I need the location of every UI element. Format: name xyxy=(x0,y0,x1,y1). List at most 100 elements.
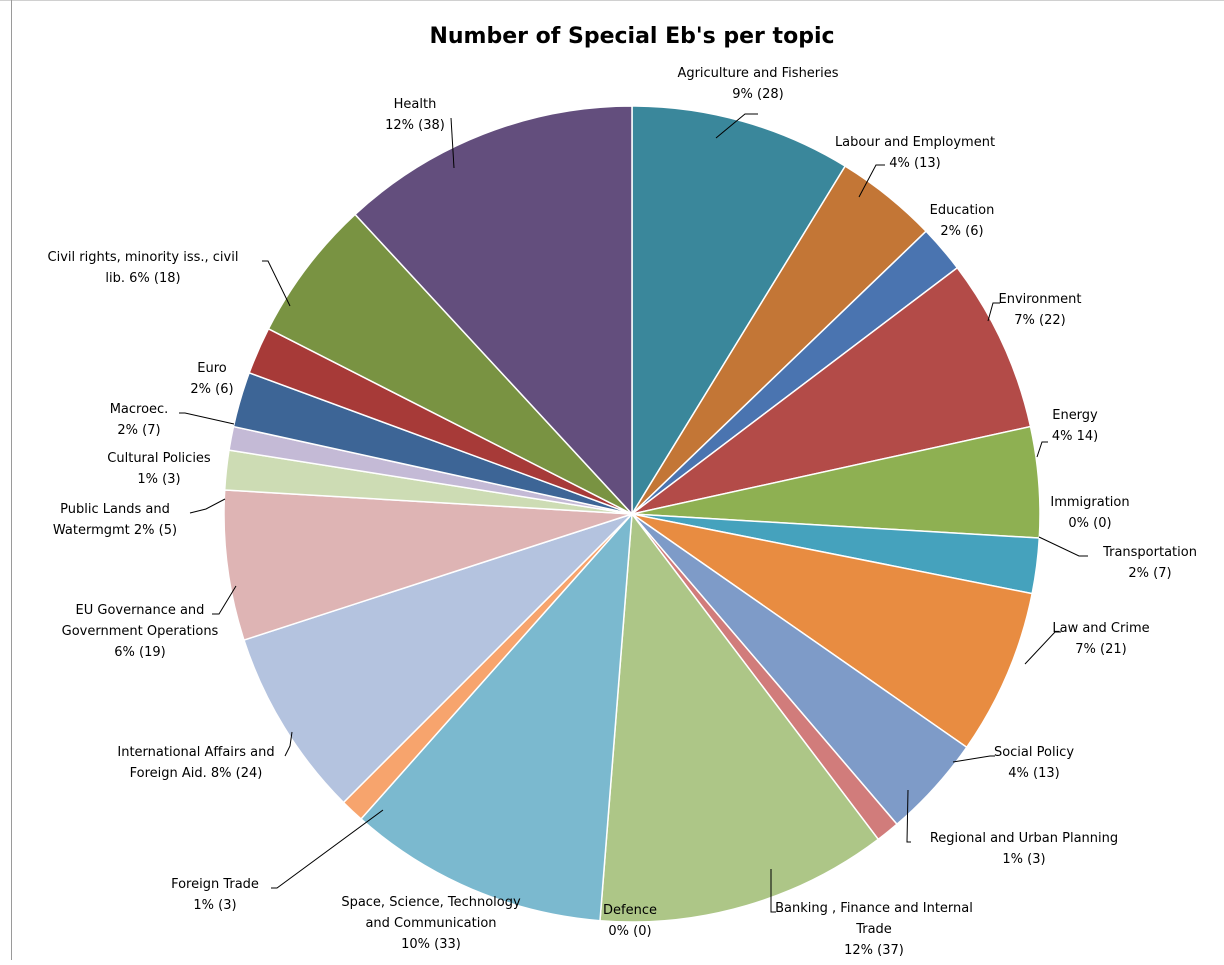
slice-label-line: Public Lands and xyxy=(60,502,170,517)
slice-label: Banking , Finance and Internal Trade 12% (… xyxy=(775,901,973,958)
slice-label-line: Immigration xyxy=(1050,495,1129,510)
slice-label-line: 1% (3) xyxy=(1002,852,1045,867)
slice-label-line: 4% (13) xyxy=(1008,766,1059,781)
slice-label: Immigration 0% (0) xyxy=(1050,495,1129,531)
leader-line xyxy=(179,412,235,425)
slice-label-line: Government Operations xyxy=(62,624,219,639)
leader-line xyxy=(1038,536,1088,557)
slice-label: International Affairs and Foreign Aid. 8%… xyxy=(117,745,274,781)
slice-label: Environment 7% (22) xyxy=(998,292,1081,328)
slice-label: Law and Crime 7% (21) xyxy=(1052,621,1149,657)
leader-line xyxy=(262,260,291,307)
slice-label-line: Education xyxy=(930,203,995,218)
leader-line xyxy=(450,117,455,169)
slice-label-line: 2% (7) xyxy=(117,423,160,438)
slice-label-line: Trade xyxy=(855,922,892,937)
leader-line xyxy=(715,113,758,139)
slice-label-line: Energy xyxy=(1052,408,1098,423)
slice-label-line: 12% (38) xyxy=(385,118,445,133)
slice-label-line: Law and Crime xyxy=(1052,621,1149,636)
slice-label-line: Civil rights, minority iss., civil xyxy=(48,250,239,265)
slice-label-line: Social Policy xyxy=(994,745,1074,760)
slice-label-line: Space, Science, Technology xyxy=(341,895,521,910)
pie-slice xyxy=(631,513,1034,749)
slice-label-line: Defence xyxy=(603,903,657,918)
pie-slice xyxy=(223,489,633,642)
slice-label: Foreign Trade 1% (3) xyxy=(171,877,259,913)
slice-label: Defence 0% (0) xyxy=(603,903,657,939)
slice-label-line: 4% 14) xyxy=(1052,429,1098,444)
slice-label: Macroec. 2% (7) xyxy=(110,402,169,438)
slice-label-line: Cultural Policies xyxy=(107,451,211,466)
slice-label-line: Regional and Urban Planning xyxy=(930,831,1118,846)
slice-label-line: 2% (7) xyxy=(1128,566,1171,581)
slice-label: Public Lands and Watermgmt 2% (5) xyxy=(53,502,177,538)
slice-label-line: Agriculture and Fisheries xyxy=(677,66,838,81)
slice-label-line: Foreign Aid. 8% (24) xyxy=(130,766,263,781)
slice-label: Euro 2% (6) xyxy=(190,361,233,397)
slice-label-line: Health xyxy=(394,97,437,112)
slice-label-line: Environment xyxy=(998,292,1081,307)
slice-label-line: 4% (13) xyxy=(889,156,940,171)
slice-label-line: International Affairs and xyxy=(117,745,274,760)
slice-label-line: 12% (37) xyxy=(844,943,904,958)
slice-label: Health 12% (38) xyxy=(385,97,445,133)
leader-line xyxy=(1024,631,1061,665)
slice-label-line: 6% (19) xyxy=(114,645,165,660)
pie-slice xyxy=(599,511,880,923)
slice-label: Social Policy 4% (13) xyxy=(994,745,1074,781)
leader-line xyxy=(952,755,995,763)
leader-line xyxy=(284,731,293,757)
slice-label-line: Foreign Trade xyxy=(171,877,259,892)
pie-slice xyxy=(631,266,1032,515)
pie-slice xyxy=(359,511,633,922)
chart-title: Number of Special Eb's per topic xyxy=(429,24,834,49)
left-border xyxy=(11,0,12,960)
slice-label: Civil rights, minority iss., civil lib. 6… xyxy=(48,250,239,286)
slice-label-line: 7% (21) xyxy=(1075,642,1126,657)
slice-label-line: lib. 6% (18) xyxy=(105,271,180,286)
slice-label: Energy 4% 14) xyxy=(1052,408,1098,444)
slice-label-line: 10% (33) xyxy=(401,937,461,952)
leader-line xyxy=(770,869,776,913)
top-border xyxy=(0,0,1224,1)
leader-lines xyxy=(179,113,1088,913)
slice-labels: Agriculture and Fisheries 9% (28) Labour a… xyxy=(48,66,1197,958)
slice-label-line: 2% (6) xyxy=(940,224,983,239)
slice-label-line: 1% (3) xyxy=(193,898,236,913)
slice-label-line: Watermgmt 2% (5) xyxy=(53,523,177,538)
slice-label-line: and Communication xyxy=(365,916,496,931)
slice-label-line: 0% (0) xyxy=(608,924,651,939)
pie-slice xyxy=(267,213,633,515)
pie-slices xyxy=(223,105,1041,923)
slice-label-line: 0% (0) xyxy=(1068,516,1111,531)
slice-label-line: 1% (3) xyxy=(137,472,180,487)
leader-line xyxy=(858,164,885,198)
slice-label: Agriculture and Fisheries 9% (28) xyxy=(677,66,838,102)
slice-label-line: 2% (6) xyxy=(190,382,233,397)
slice-label-line: Banking , Finance and Internal xyxy=(775,901,973,916)
slice-label-line: Macroec. xyxy=(110,402,169,417)
pie-slice xyxy=(631,105,847,517)
slice-label: Cultural Policies 1% (3) xyxy=(107,451,211,487)
slice-label-line: Labour and Employment xyxy=(835,135,995,150)
slice-label-line: 9% (28) xyxy=(732,87,783,102)
leader-line xyxy=(271,809,384,889)
slice-label: Regional and Urban Planning 1% (3) xyxy=(930,831,1118,867)
leader-line xyxy=(1036,441,1048,458)
slice-label-line: Transportation xyxy=(1102,545,1197,560)
slice-label-line: Euro xyxy=(197,361,227,376)
leader-line xyxy=(212,585,237,615)
slice-label: Labour and Employment 4% (13) xyxy=(835,135,995,171)
slice-label: Transportation 2% (7) xyxy=(1102,545,1197,581)
slice-label-line: EU Governance and xyxy=(76,603,205,618)
leader-line xyxy=(189,498,226,514)
slice-label-line: 7% (22) xyxy=(1014,313,1065,328)
slice-label: Education 2% (6) xyxy=(930,203,995,239)
pie-slice xyxy=(353,105,633,516)
slice-label: Space, Science, Technology and Communicat… xyxy=(341,895,521,952)
leader-line xyxy=(987,302,1000,322)
pie-slice xyxy=(243,513,633,804)
